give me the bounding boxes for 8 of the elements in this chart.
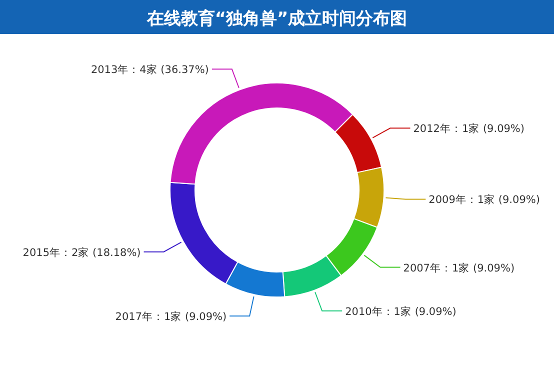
slice-label: 2007年：1家 (9.09%) <box>403 261 515 274</box>
slice-label: 2015年：2家 (18.18%) <box>22 246 141 259</box>
slice-label: 2017年：1家 (9.09%) <box>115 310 227 324</box>
slice-label: 2010年：1家 (9.09%) <box>345 304 456 318</box>
slice-label: 2009年：1家 (9.09%) <box>428 193 540 206</box>
slice-label: 2013年：4家 (36.37%) <box>90 63 209 76</box>
slice-label: 2012年：1家 (9.09%) <box>413 122 525 136</box>
chart-title: 在线教育“独角兽”成立时间分布图 <box>146 8 408 29</box>
